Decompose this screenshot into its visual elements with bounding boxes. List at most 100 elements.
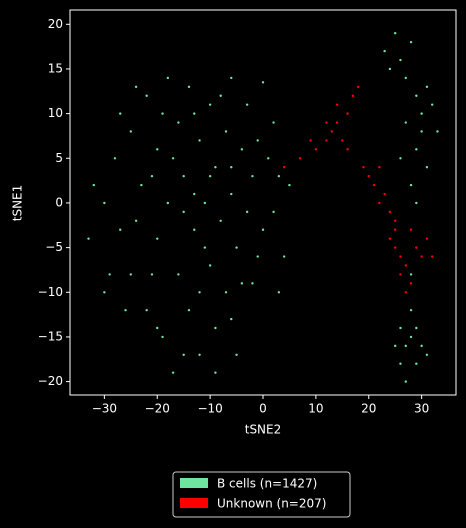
point xyxy=(425,85,429,89)
point xyxy=(150,273,154,276)
point xyxy=(156,237,159,240)
point xyxy=(393,219,397,223)
point xyxy=(409,40,413,44)
point xyxy=(383,192,386,196)
point xyxy=(272,121,275,124)
point xyxy=(208,174,212,178)
point xyxy=(420,130,423,133)
point xyxy=(129,273,133,276)
point xyxy=(156,326,159,330)
point xyxy=(309,139,312,142)
point xyxy=(261,81,265,84)
point xyxy=(214,166,217,169)
point xyxy=(346,148,349,151)
point xyxy=(256,255,259,258)
point xyxy=(409,273,413,276)
y-tick-label: 20 xyxy=(48,17,63,31)
point xyxy=(177,273,180,276)
point xyxy=(404,344,407,348)
point xyxy=(325,121,328,124)
point xyxy=(272,210,275,214)
point xyxy=(393,344,397,348)
y-tick-label: −5 xyxy=(45,240,63,254)
point xyxy=(156,148,159,151)
point xyxy=(198,139,201,142)
point xyxy=(288,183,291,187)
legend-swatch xyxy=(180,478,208,488)
y-tick-label: 0 xyxy=(55,195,63,209)
point xyxy=(166,201,170,205)
point xyxy=(399,326,402,330)
y-tick-label: −10 xyxy=(38,285,63,299)
point xyxy=(203,246,207,249)
point xyxy=(214,371,217,374)
y-tick-label: 10 xyxy=(48,106,63,120)
x-tick-label: 10 xyxy=(308,402,323,416)
point xyxy=(425,353,429,357)
point xyxy=(409,228,413,231)
point xyxy=(214,326,217,330)
point xyxy=(425,237,429,240)
y-tick-label: −20 xyxy=(38,374,63,388)
point xyxy=(388,210,392,214)
point xyxy=(251,174,254,178)
point xyxy=(134,85,138,89)
point xyxy=(230,192,233,196)
point xyxy=(124,308,127,312)
point xyxy=(399,58,402,62)
x-axis-label: tSNE2 xyxy=(245,423,282,437)
point xyxy=(219,219,222,223)
point xyxy=(240,282,244,285)
point xyxy=(399,157,402,160)
point xyxy=(372,183,376,187)
point xyxy=(383,49,386,53)
point xyxy=(113,157,117,160)
point xyxy=(425,166,429,169)
point xyxy=(362,166,365,169)
y-tick-label: 5 xyxy=(55,151,63,165)
point xyxy=(367,174,370,178)
point xyxy=(404,291,407,294)
point xyxy=(409,183,413,187)
y-axis-label: tSNE1 xyxy=(11,185,25,222)
point xyxy=(256,139,259,142)
point xyxy=(404,264,407,267)
point xyxy=(224,291,228,294)
point xyxy=(282,166,286,169)
point xyxy=(182,353,185,357)
point xyxy=(415,362,418,365)
point xyxy=(378,166,381,169)
point xyxy=(399,273,402,276)
point xyxy=(351,94,355,97)
x-tick-label: −20 xyxy=(145,402,170,416)
point xyxy=(119,228,122,231)
point xyxy=(208,264,212,267)
point xyxy=(404,380,407,383)
point xyxy=(235,246,238,249)
point xyxy=(415,94,418,97)
point xyxy=(134,219,138,223)
point xyxy=(420,255,423,258)
point xyxy=(87,237,90,240)
y-tick-label: 15 xyxy=(48,61,63,75)
point xyxy=(251,282,254,285)
point xyxy=(415,148,418,151)
point xyxy=(404,76,407,80)
point xyxy=(145,308,148,312)
point xyxy=(399,362,402,365)
point xyxy=(203,201,207,205)
legend-box xyxy=(172,471,351,518)
legend-label: Unknown (n=207) xyxy=(217,497,326,511)
point xyxy=(230,166,233,169)
x-tick-label: 20 xyxy=(361,402,376,416)
point xyxy=(171,371,175,374)
point xyxy=(388,237,392,240)
y-tick-label: −15 xyxy=(38,329,63,343)
point xyxy=(230,317,233,321)
point xyxy=(193,228,196,231)
point xyxy=(393,32,397,35)
point xyxy=(235,353,238,357)
point xyxy=(415,326,418,330)
point xyxy=(140,183,143,187)
